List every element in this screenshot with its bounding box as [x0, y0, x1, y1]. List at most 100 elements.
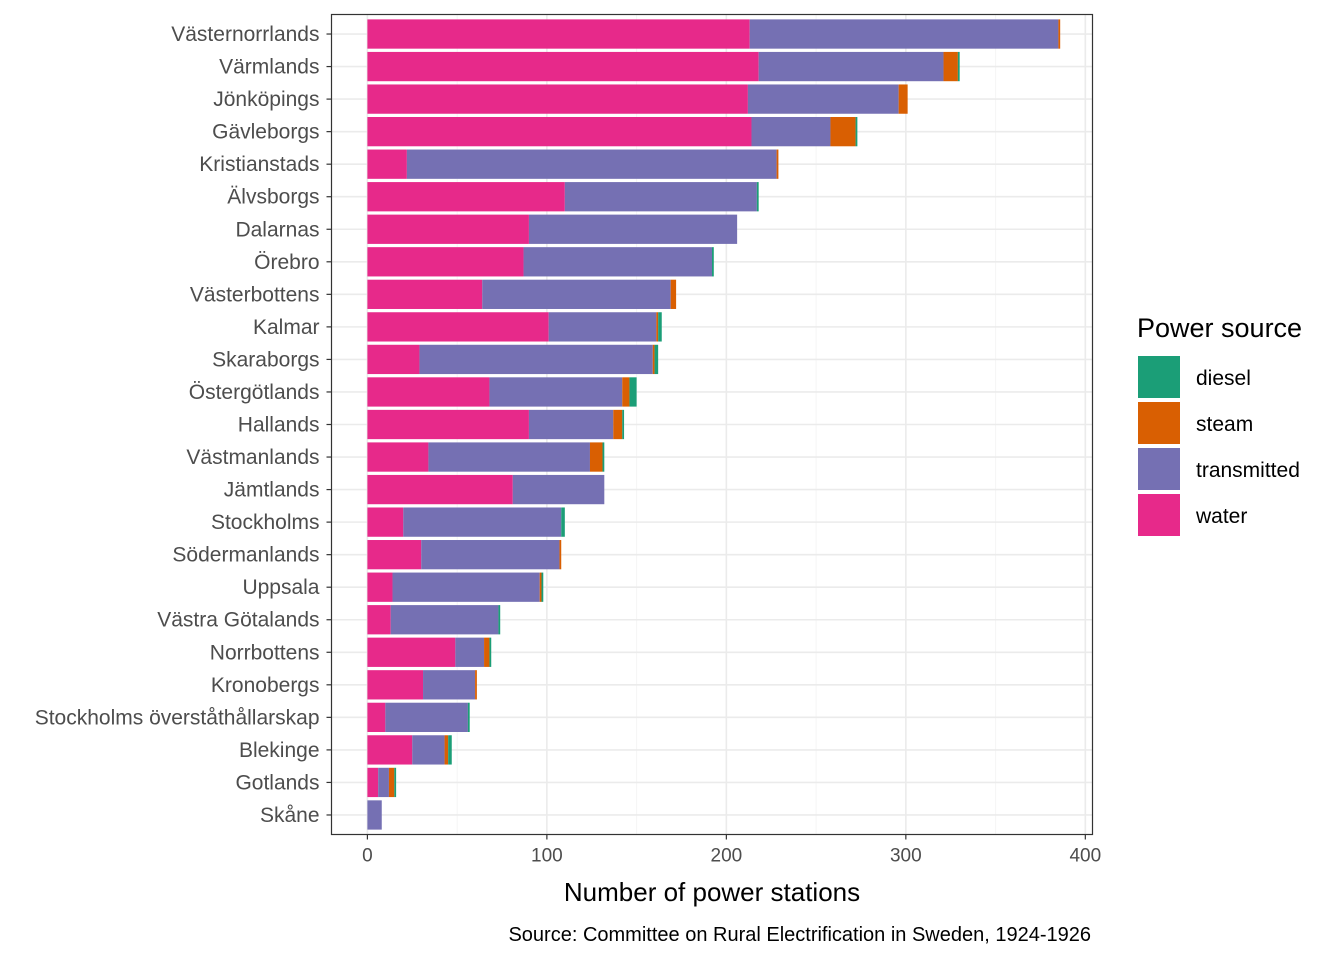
bar-segment-transmitted	[392, 572, 540, 602]
bar-segment-water	[367, 117, 752, 147]
bar-segment-transmitted	[367, 800, 382, 830]
bar-segment-water	[367, 51, 759, 82]
bar-segment-water	[367, 442, 429, 472]
bar-segment-diesel	[561, 507, 565, 537]
bar-segment-steam	[444, 735, 449, 765]
bar-segment-water	[367, 344, 420, 375]
category-label: Hallands	[238, 414, 320, 437]
category-label: Södermanlands	[172, 544, 319, 567]
bar-segment-water	[367, 279, 483, 309]
bar-segment-water	[367, 409, 529, 440]
category-label: Älvsborgs	[227, 186, 319, 209]
bar-segment-diesel	[855, 117, 858, 147]
bar-segment-water	[367, 84, 748, 114]
category-label: Örebro	[254, 251, 319, 274]
bar-segment-water	[367, 149, 407, 179]
bar-segment-steam	[613, 409, 623, 440]
bar-segment-steam	[830, 117, 856, 147]
bar-segment-steam	[670, 279, 677, 309]
bar-segment-transmitted	[390, 605, 499, 635]
bar-segment-transmitted	[412, 735, 445, 765]
bar-segment-water	[367, 474, 513, 505]
category-label: Jönköpings	[213, 88, 319, 111]
legend-label-diesel: diesel	[1196, 367, 1251, 390]
legend-label-water: water	[1195, 505, 1247, 528]
bar-segment-transmitted	[419, 344, 653, 375]
bar-segment-diesel	[654, 344, 659, 375]
bar-segment-transmitted	[758, 51, 944, 82]
x-tick-label: 100	[531, 846, 563, 867]
source-caption: Source: Committee on Rural Electrificati…	[508, 924, 1091, 946]
x-axis-title: Number of power stations	[564, 877, 860, 907]
bar-segment-steam	[652, 344, 655, 375]
bar-segment-diesel	[448, 735, 452, 765]
bar-segment-water	[367, 247, 524, 277]
bar-segment-transmitted	[403, 507, 562, 537]
legend-key-water	[1138, 494, 1180, 536]
bar-segment-water	[367, 670, 424, 700]
bar-segment-transmitted	[523, 247, 712, 277]
category-label: Kristianstads	[199, 153, 319, 176]
bar-segment-steam	[484, 637, 490, 667]
bar-segment-water	[367, 637, 456, 667]
bar-segment-diesel	[712, 247, 714, 277]
bar-segment-transmitted	[512, 474, 605, 505]
x-tick-label: 200	[711, 846, 743, 867]
legend-label-transmitted: transmitted	[1196, 459, 1300, 482]
bar-segment-steam	[539, 572, 542, 602]
bar-segment-steam	[388, 767, 395, 798]
category-label: Dalarnas	[235, 218, 319, 241]
category-label: Västernorrlands	[171, 23, 319, 46]
bar-segment-transmitted	[423, 670, 476, 700]
bar-segment-diesel	[622, 409, 625, 440]
legend-label-steam: steam	[1196, 413, 1253, 436]
bar-segment-water	[367, 540, 422, 570]
legend-key-transmitted	[1138, 448, 1180, 490]
legend-key-diesel	[1138, 356, 1180, 398]
bars	[367, 19, 1061, 830]
bar-segment-transmitted	[564, 182, 757, 212]
bar-segment-water	[367, 19, 750, 49]
category-label: Gotlands	[235, 771, 319, 794]
x-tick-label: 300	[890, 846, 922, 867]
category-label: Västra Götalands	[157, 609, 319, 632]
bar-segment-transmitted	[482, 279, 671, 309]
bar-segment-steam	[943, 51, 958, 82]
bar-segment-water	[367, 182, 565, 212]
bar-segment-steam	[776, 149, 779, 179]
bar-segment-water	[367, 377, 490, 407]
bar-segment-transmitted	[751, 117, 831, 147]
category-label: Västmanlands	[186, 446, 319, 469]
category-label: Kalmar	[253, 316, 320, 339]
legend: Power source diesel steam transmitted water	[1137, 313, 1302, 536]
x-tick-label: 0	[362, 846, 373, 867]
bar-segment-diesel	[467, 702, 470, 732]
bar-segment-transmitted	[455, 637, 485, 667]
bar-segment-transmitted	[378, 767, 389, 798]
category-label: Jämtlands	[224, 479, 320, 502]
bar-segment-water	[367, 572, 393, 602]
bar-segment-diesel	[756, 182, 759, 212]
bar-segment-water	[367, 702, 386, 732]
category-label: Skaraborgs	[212, 348, 319, 371]
bar-segment-steam	[559, 540, 562, 570]
bar-segment-transmitted	[528, 409, 614, 440]
bar-segment-water	[367, 214, 529, 244]
legend-key-steam	[1138, 402, 1180, 444]
bar-segment-transmitted	[385, 702, 468, 732]
bar-segment-transmitted	[489, 377, 623, 407]
bar-segment-transmitted	[406, 149, 777, 179]
bar-segment-diesel	[541, 572, 544, 602]
bar-segment-water	[367, 312, 549, 342]
bar-segment-transmitted	[749, 19, 1059, 49]
bar-segment-diesel	[394, 767, 397, 798]
bar-segment-diesel	[489, 637, 492, 667]
category-label: Värmlands	[219, 56, 319, 79]
bar-segment-water	[367, 735, 413, 765]
bar-segment-transmitted	[421, 540, 560, 570]
x-tick-label: 400	[1069, 846, 1101, 867]
bar-segment-transmitted	[747, 84, 899, 114]
bar-segment-transmitted	[428, 442, 590, 472]
category-label: Uppsala	[242, 576, 319, 599]
